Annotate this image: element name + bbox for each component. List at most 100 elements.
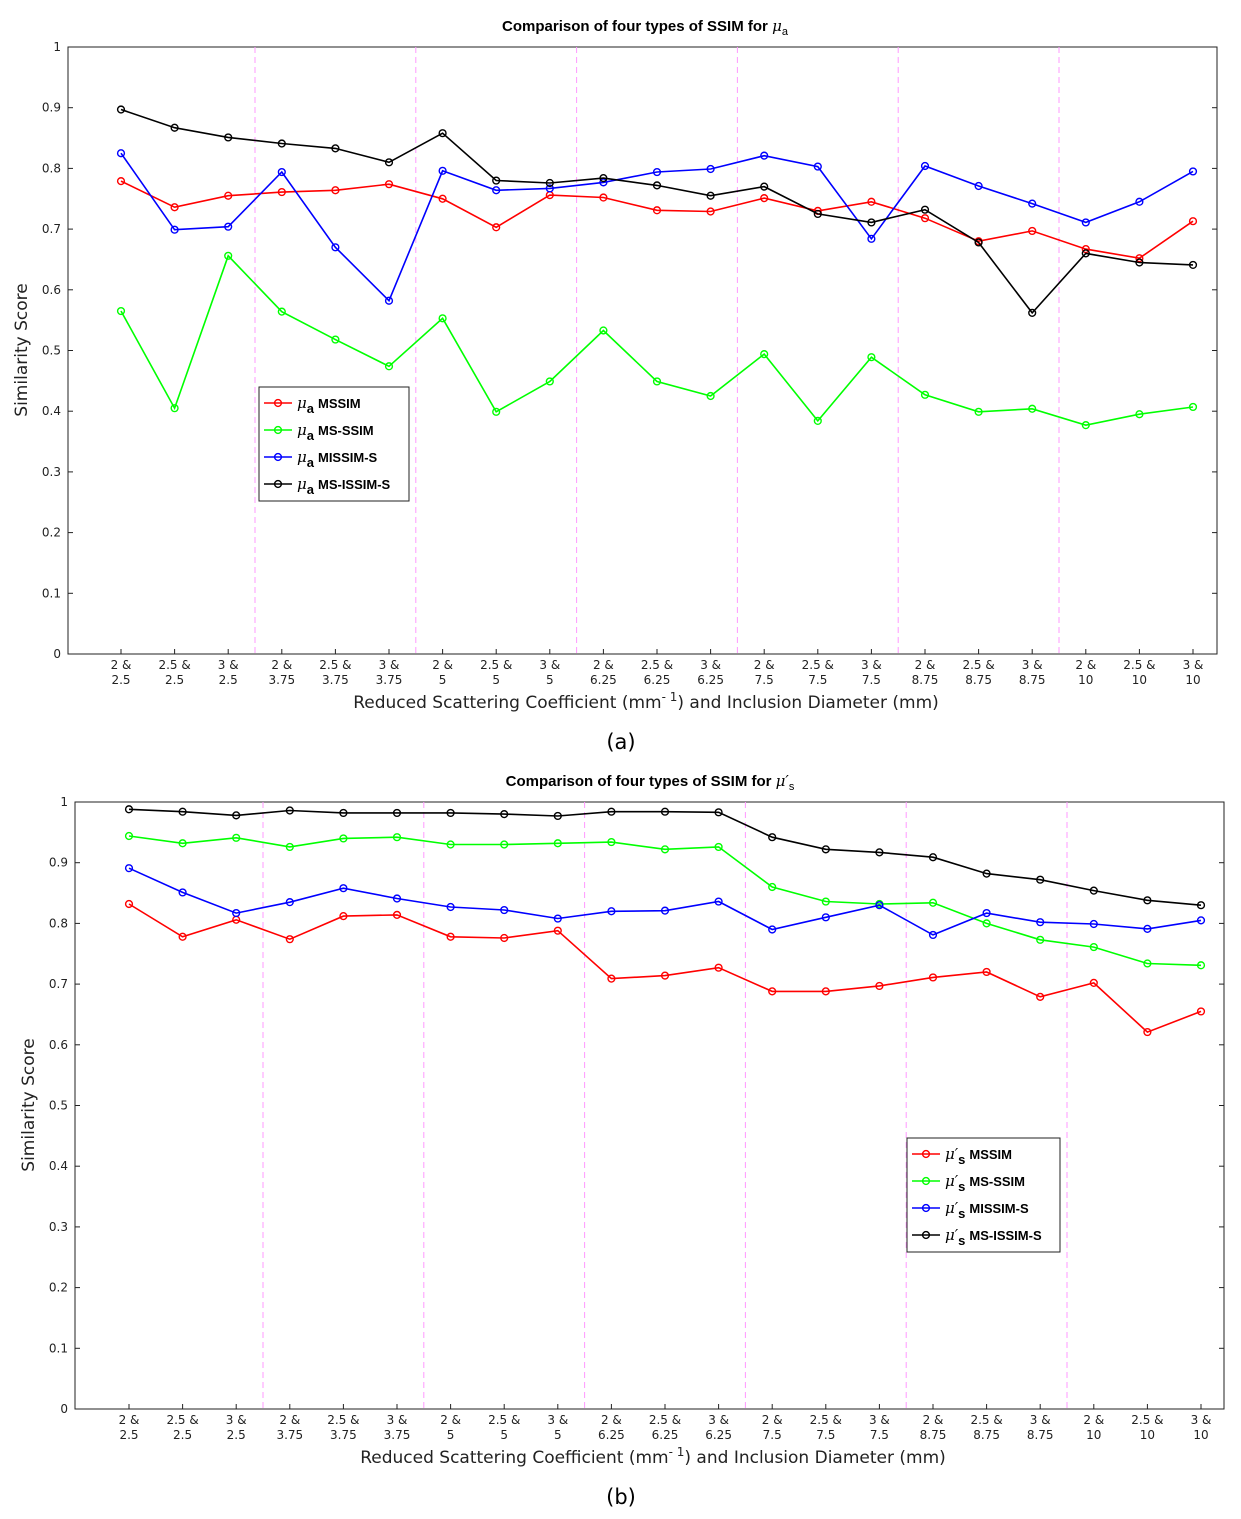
chart-a-point-ms-issim-s [974, 238, 983, 247]
chart-b-point-mssim [821, 987, 830, 996]
chart-a-y-tick-label: 0 [53, 647, 61, 661]
chart-a-point-mssim [116, 177, 126, 186]
chart-b: Comparison of four types of SSIM for μ′s… [19, 772, 1225, 1468]
chart-a-y-tick-label: 0.7 [42, 222, 61, 236]
chart-b-y-tick-label: 0.1 [49, 1341, 68, 1355]
chart-a-line-ms-issim-s [120, 108, 1194, 315]
chart-a-point-mssim [652, 206, 662, 215]
chart-a-point-ms-issim-s [1081, 249, 1090, 258]
chart-a-point-ms-issim-s [331, 144, 340, 153]
chart-a-point-missim-s [867, 234, 876, 243]
chart-b-series-ms-issim-s [124, 805, 1206, 910]
chart-b-x-tick-label: 3 & 3.75 [384, 1413, 411, 1442]
chart-b-point-mssim [714, 963, 723, 972]
chart-a-x-tick-label: 2 & 6.25 [590, 658, 617, 687]
chart-b-legend-label: μ′s MSSIM [945, 1145, 1012, 1167]
chart-a-x-tick-label: 3 & 8.75 [1019, 658, 1046, 687]
chart-a-point-mssim [224, 191, 233, 200]
chart-a-point-mssim [277, 187, 286, 197]
chart-a-point-mssim [492, 223, 501, 232]
chart-a-point-missim-s [170, 225, 179, 234]
chart-b-point-mssim [178, 932, 187, 941]
chart-a-point-mssim [331, 186, 340, 195]
chart-a-point-ms-ssim [116, 306, 126, 316]
chart-b-x-tick-label: 2.5 & 6.25 [649, 1413, 681, 1442]
chart-b-point-missim-s [446, 902, 455, 912]
chart-a-point-missim-s [974, 181, 983, 191]
chart-b-y-label: Similarity Score [19, 1038, 39, 1171]
chart-b-line-mssim [128, 903, 1202, 1034]
chart-a-point-ms-issim-s [277, 139, 286, 148]
chart-b-x-tick-label: 2.5 & 2.5 [166, 1413, 198, 1442]
chart-a-series [116, 105, 1198, 430]
chart-a: Comparison of four types of SSIM for μa … [12, 17, 1218, 713]
chart-a-point-ms-ssim [1028, 404, 1037, 413]
chart-a-point-mssim [599, 193, 608, 202]
chart-b-point-ms-ssim [339, 834, 348, 843]
chart-a-y-ticks: 0 0.1 0.2 0.3 0.4 0.5 0.6 0.7 0.8 0.9 1 [42, 40, 1217, 661]
chart-a-y-tick-label: 0.4 [42, 404, 61, 418]
chart-b-point-ms-ssim [446, 840, 455, 849]
chart-b-line-ms-ssim [128, 835, 1202, 967]
chart-a-legend-marker [273, 452, 283, 462]
chart-a-point-missim-s [1081, 218, 1090, 227]
chart-b-point-ms-ssim [500, 840, 509, 849]
chart-b-point-ms-issim-s [875, 848, 884, 857]
chart-b-point-mssim [124, 899, 134, 909]
chart-a-point-ms-ssim [706, 391, 715, 401]
chart-b-x-tick-label: 2.5 & 5 [488, 1413, 520, 1442]
chart-a-point-missim-s [277, 167, 286, 177]
chart-b-point-ms-issim-s [232, 811, 241, 820]
chart-b-point-missim-s [285, 898, 294, 907]
chart-a-x-tick-label: 3 & 3.75 [376, 658, 403, 687]
chart-b-point-ms-ssim [392, 833, 402, 842]
chart-a-point-missim-s [813, 162, 822, 171]
chart-b-point-ms-ssim [1036, 935, 1045, 944]
chart-b-legend-marker [921, 1203, 931, 1213]
chart-a-legend-label: μa MS-SSIM [297, 421, 374, 443]
caption-a: (a) [606, 730, 635, 754]
chart-b-legend-label: μ′s MS-ISSIM-S [945, 1226, 1042, 1248]
chart-a-point-ms-issim-s [1135, 258, 1144, 267]
chart-b-point-ms-issim-s [553, 811, 562, 821]
chart-b-x-tick-label: 2 & 5 [440, 1413, 461, 1442]
chart-a-title: Comparison of four types of SSIM for μa [502, 17, 789, 38]
chart-a-y-tick-label: 0.9 [42, 101, 61, 115]
chart-b-y-tick-label: 0.2 [49, 1281, 68, 1295]
chart-b-point-ms-issim-s [124, 805, 134, 814]
chart-b-y-tick-label: 0.9 [49, 856, 68, 870]
chart-a-plot-area [67, 46, 1218, 655]
chart-b-point-mssim [285, 935, 294, 944]
chart-a-point-mssim [867, 197, 876, 206]
chart-b-point-mssim [500, 933, 509, 943]
chart-b-point-missim-s [339, 884, 348, 893]
chart-a-point-ms-ssim [599, 326, 608, 335]
chart-b-point-ms-issim-s [714, 808, 723, 817]
chart-b-point-ms-issim-s [1089, 886, 1098, 895]
chart-b-y-tick-label: 0.7 [49, 977, 68, 991]
chart-b-point-ms-issim-s [1036, 875, 1045, 884]
chart-a-x-tick-label: 2.5 & 7.5 [802, 658, 834, 687]
chart-b-series-missim-s [124, 864, 1206, 940]
chart-b-point-ms-issim-s [1143, 896, 1152, 905]
chart-a-y-label: Similarity Score [12, 283, 32, 416]
chart-b-legend-marker [921, 1176, 931, 1186]
chart-b-x-tick-label: 3 & 10 [1191, 1413, 1212, 1442]
chart-b-point-missim-s [1143, 924, 1152, 933]
chart-a-point-mssim [170, 203, 179, 212]
chart-b-point-ms-issim-s [339, 808, 348, 818]
chart-b-point-ms-issim-s [821, 845, 830, 854]
chart-a-series-ms-ssim [116, 251, 1198, 430]
chart-b-legend-label: μ′s MS-SSIM [945, 1172, 1025, 1194]
chart-b-point-missim-s [500, 905, 509, 915]
chart-a-point-ms-ssim [813, 416, 822, 426]
chart-a-legend-marker [273, 425, 283, 435]
chart-a-point-ms-ssim [224, 251, 233, 260]
chart-b-point-missim-s [1196, 916, 1206, 925]
chart-a-point-missim-s [438, 166, 447, 175]
chart-b-point-mssim [553, 926, 562, 935]
chart-a-point-ms-ssim [867, 353, 876, 362]
chart-b-point-missim-s [714, 897, 723, 906]
chart-b-x-tick-label: 3 & 2.5 [226, 1413, 247, 1442]
